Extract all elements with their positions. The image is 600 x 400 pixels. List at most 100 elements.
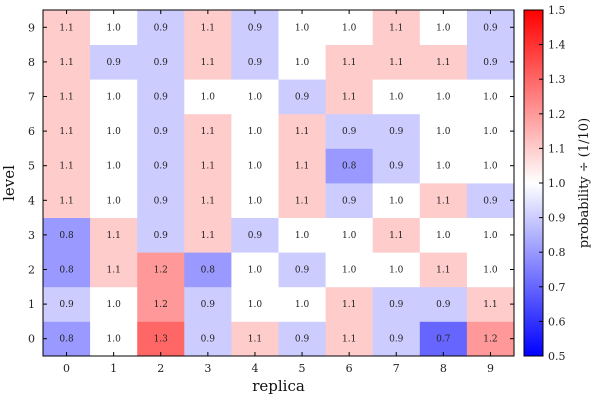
heatmap-cell xyxy=(137,10,185,45)
heatmap-cell xyxy=(372,321,421,357)
heatmap-cell xyxy=(466,252,515,288)
heatmap-cell xyxy=(419,148,468,184)
heatmap-cell xyxy=(90,217,138,253)
heatmap-cell xyxy=(231,79,279,115)
heatmap-cell xyxy=(419,217,468,253)
cell-value-label: 0.9 xyxy=(248,23,263,33)
heatmap-cell xyxy=(278,79,326,115)
cell-value-label: 0.9 xyxy=(483,196,498,206)
cell-value-label: 0.9 xyxy=(342,127,357,137)
cell-value-label: 1.0 xyxy=(106,196,121,206)
heatmap-cell xyxy=(372,44,421,80)
cell-value-label: 1.2 xyxy=(483,335,497,345)
cell-value-label: 0.9 xyxy=(295,266,310,276)
cell-value-label: 1.1 xyxy=(201,196,215,206)
x-tick-label: 5 xyxy=(299,362,306,375)
cell-value-label: 0.9 xyxy=(248,58,263,68)
heatmap-cell xyxy=(278,286,326,322)
cell-value-label: 1.0 xyxy=(436,231,451,241)
cell-value-label: 1.0 xyxy=(483,93,498,103)
cell-value-label: 1.1 xyxy=(248,335,262,345)
heatmap-cell xyxy=(90,183,138,218)
cell-value-label: 1.1 xyxy=(59,127,73,137)
heatmap-cell xyxy=(419,252,468,288)
heatmap-cell xyxy=(466,183,515,218)
cell-value-label: 0.9 xyxy=(154,162,169,172)
cell-value-label: 1.2 xyxy=(154,266,168,276)
cell-value-label: 0.9 xyxy=(106,58,121,68)
cell-value-label: 1.1 xyxy=(342,335,356,345)
cell-value-label: 0.9 xyxy=(154,93,169,103)
heatmap-cell xyxy=(90,113,138,149)
colorbar-tick-label: 0.9 xyxy=(548,212,566,225)
y-tick-label: 3 xyxy=(28,229,35,242)
heatmap-cell xyxy=(231,252,279,288)
heatmap-cell xyxy=(90,148,138,184)
cell-value-label: 1.0 xyxy=(248,162,263,172)
cell-value-label: 0.9 xyxy=(295,93,310,103)
cell-value-label: 1.1 xyxy=(436,266,450,276)
heatmap-cell xyxy=(372,113,421,149)
heatmap-cell xyxy=(231,44,279,80)
heatmap-cells: 0.8 1.0 1.3 0.9 1.1 0.9 1.1 0.9 0.7 1.2 0.9 1.0 1.2 0… xyxy=(43,10,515,357)
heatmap-cell xyxy=(278,217,326,253)
heatmap-cell xyxy=(137,286,185,322)
x-tick-label: 1 xyxy=(110,362,117,375)
y-tick-label: 4 xyxy=(28,194,35,207)
cell-value-label: 1.0 xyxy=(483,127,498,137)
heatmap-cell xyxy=(43,286,91,322)
cell-value-label: 1.0 xyxy=(248,196,263,206)
cell-value-label: 1.0 xyxy=(295,231,310,241)
heatmap-cell xyxy=(278,113,326,149)
heatmap-cell xyxy=(90,10,138,45)
heatmap-cell xyxy=(43,252,91,288)
x-tick-label: 9 xyxy=(487,362,494,375)
cell-value-label: 0.9 xyxy=(389,300,404,310)
heatmap-cell xyxy=(372,217,421,253)
heatmap-cell xyxy=(43,217,91,253)
cell-value-label: 1.0 xyxy=(106,335,121,345)
heatmap-cell xyxy=(278,321,326,357)
cell-value-label: 1.1 xyxy=(342,58,356,68)
cell-value-label: 1.0 xyxy=(389,266,404,276)
heatmap-cell xyxy=(325,148,374,184)
cell-value-label: 1.1 xyxy=(389,23,403,33)
x-axis-title: replica xyxy=(252,377,305,395)
heatmap-cell xyxy=(325,44,374,80)
cell-value-label: 1.1 xyxy=(59,58,73,68)
cell-value-label: 1.1 xyxy=(59,93,73,103)
heatmap-cell xyxy=(231,183,279,218)
cell-value-label: 1.0 xyxy=(106,127,121,137)
heatmap-cell xyxy=(137,79,185,115)
heatmap-cell xyxy=(43,113,91,149)
heatmap-cell xyxy=(184,44,232,80)
heatmap-cell xyxy=(90,44,138,80)
cell-value-label: 0.9 xyxy=(248,231,263,241)
heatmap-cell xyxy=(43,44,91,80)
heatmap-cell xyxy=(419,183,468,218)
y-tick-label: 1 xyxy=(28,298,35,311)
cell-value-label: 1.1 xyxy=(201,127,215,137)
cell-value-label: 1.0 xyxy=(248,266,263,276)
heatmap-cell xyxy=(325,217,374,253)
heatmap-cell xyxy=(231,321,279,357)
cell-value-label: 1.1 xyxy=(342,300,356,310)
colorbar-tick-label: 1.4 xyxy=(548,39,566,52)
x-tick-label: 2 xyxy=(157,362,164,375)
heatmap-cell xyxy=(231,148,279,184)
cell-value-label: 1.0 xyxy=(483,162,498,172)
cell-value-label: 1.0 xyxy=(436,127,451,137)
heatmap-cell xyxy=(184,113,232,149)
heatmap-cell xyxy=(90,79,138,115)
cell-value-label: 1.1 xyxy=(295,127,309,137)
cell-value-label: 1.0 xyxy=(106,93,121,103)
cell-value-label: 1.0 xyxy=(483,266,498,276)
cell-value-label: 1.1 xyxy=(201,162,215,172)
heatmap-cell xyxy=(90,286,138,322)
cell-value-label: 1.1 xyxy=(483,300,497,310)
cell-value-label: 1.0 xyxy=(201,93,216,103)
cell-value-label: 1.1 xyxy=(295,162,309,172)
cell-value-label: 0.8 xyxy=(59,335,74,345)
cell-value-label: 1.2 xyxy=(154,300,168,310)
cell-value-label: 1.0 xyxy=(248,93,263,103)
